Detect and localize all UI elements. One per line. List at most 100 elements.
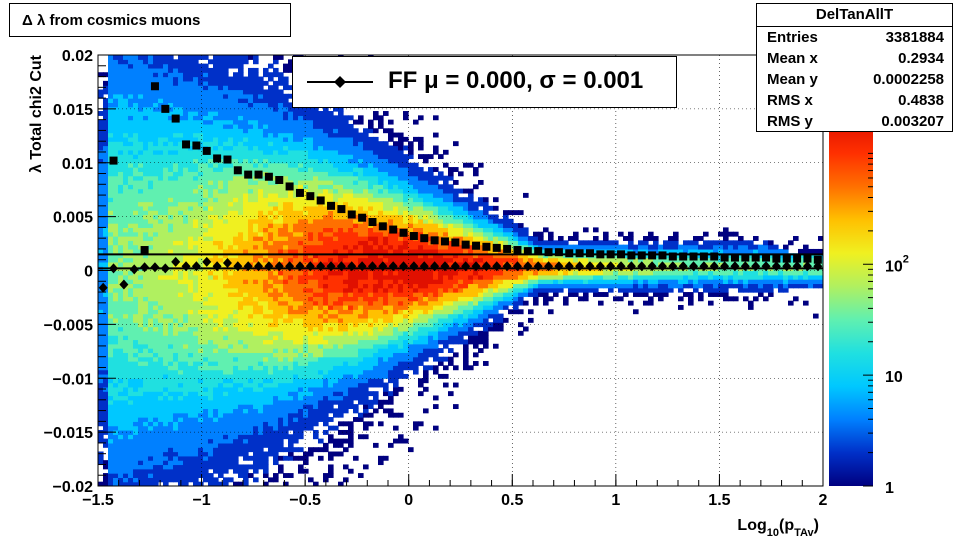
heatmap-cell [348, 468, 354, 474]
heatmap-cell [168, 412, 174, 418]
heatmap-cell [368, 378, 374, 384]
heatmap-cell [333, 292, 339, 297]
heatmap-cell [218, 253, 224, 259]
heatmap-cell [168, 218, 174, 224]
heatmap-cell [353, 408, 359, 414]
heatmap-cell [138, 132, 144, 138]
heatmap-cell [153, 179, 159, 185]
heatmap-cell [128, 386, 134, 392]
heatmap-cell [358, 473, 364, 478]
heatmap-cell [278, 244, 284, 250]
heatmap-cell [298, 210, 304, 216]
heatmap-cell [293, 287, 299, 293]
heatmap-cell [353, 361, 359, 366]
heatmap-cell [338, 179, 344, 185]
heatmap-cell [138, 67, 144, 73]
heatmap-cell [363, 261, 369, 267]
heatmap-cell [258, 464, 264, 470]
heatmap-cell [273, 111, 279, 116]
heatmap-cell [153, 287, 159, 293]
heatmap-cell [143, 270, 149, 276]
heatmap-cell [98, 72, 104, 78]
heatmap-cell [133, 386, 139, 392]
heatmap-cell [288, 317, 294, 323]
heatmap-cell [198, 335, 204, 341]
heatmap-cell [293, 167, 299, 172]
heatmap-cell [233, 361, 239, 366]
heatmap-cell [293, 145, 299, 151]
heatmap-cell [138, 106, 144, 112]
heatmap-cell [353, 128, 359, 134]
heatmap-cell [158, 162, 164, 168]
heatmap-cell [278, 412, 284, 418]
heatmap-cell [263, 227, 269, 233]
heatmap-cell [268, 98, 274, 104]
heatmap-cell [363, 399, 369, 405]
heatmap-cell [263, 80, 269, 86]
heatmap-cell [138, 227, 144, 233]
heatmap-cell [283, 361, 289, 366]
heatmap-cell [213, 141, 219, 147]
heatmap-cell [168, 330, 174, 336]
heatmap-cell [248, 279, 254, 285]
heatmap-cell [168, 378, 174, 384]
heatmap-cell [263, 399, 269, 405]
heatmap-cell [333, 287, 339, 293]
heatmap-cell [243, 348, 249, 353]
heatmap-cell [323, 348, 329, 353]
heatmap-cell [308, 136, 314, 142]
heatmap-cell [188, 248, 194, 254]
heatmap-cell [118, 167, 124, 172]
heatmap-cell [358, 188, 364, 194]
heatmap-cell [238, 80, 244, 86]
heatmap-cell [278, 348, 284, 353]
heatmap-cell [98, 335, 104, 341]
heatmap-cell [183, 123, 189, 129]
heatmap-cell [128, 270, 134, 276]
heatmap-cell [163, 205, 169, 211]
heatmap-cell [203, 175, 209, 181]
heatmap-cell [358, 343, 364, 349]
heatmap-cell [128, 468, 134, 474]
heatmap-cell [263, 292, 269, 297]
heatmap-cell [153, 429, 159, 435]
heatmap-cell [323, 149, 329, 155]
heatmap-cell [123, 421, 129, 427]
heatmap-cell [153, 145, 159, 151]
heatmap-cell [268, 240, 274, 246]
heatmap-cell [258, 442, 264, 448]
heatmap-cell [228, 141, 234, 147]
heatmap-cell [213, 167, 219, 172]
heatmap-cell [148, 447, 154, 453]
heatmap-cell [278, 287, 284, 293]
heatmap-cell [173, 322, 179, 328]
heatmap-cell [178, 442, 184, 448]
heatmap-cell [273, 330, 279, 336]
heatmap-cell [133, 309, 139, 315]
heatmap-cell [183, 404, 189, 410]
heatmap-cell [203, 399, 209, 405]
heatmap-cell [273, 477, 279, 483]
heatmap-cell [198, 76, 204, 82]
heatmap-cell [328, 408, 334, 414]
heatmap-cell [243, 85, 249, 91]
heatmap-cell [353, 141, 359, 147]
heatmap-cell [273, 149, 279, 155]
heatmap-cell [178, 175, 184, 181]
heatmap-cell [278, 326, 284, 332]
heatmap-cell [278, 330, 284, 336]
heatmap-cell [173, 343, 179, 349]
heatmap-cell [198, 89, 204, 95]
heatmap-cell [273, 412, 279, 418]
heatmap-cell [368, 343, 374, 349]
heatmap-cell [163, 132, 169, 138]
heatmap-cell [193, 72, 199, 78]
heatmap-cell [128, 434, 134, 440]
heatmap-cell [133, 322, 139, 328]
heatmap-cell [188, 313, 194, 319]
heatmap-cell [183, 352, 189, 358]
heatmap-cell [318, 145, 324, 151]
heatmap-cell [363, 145, 369, 151]
heatmap-cell [198, 205, 204, 211]
heatmap-cell [308, 111, 314, 116]
